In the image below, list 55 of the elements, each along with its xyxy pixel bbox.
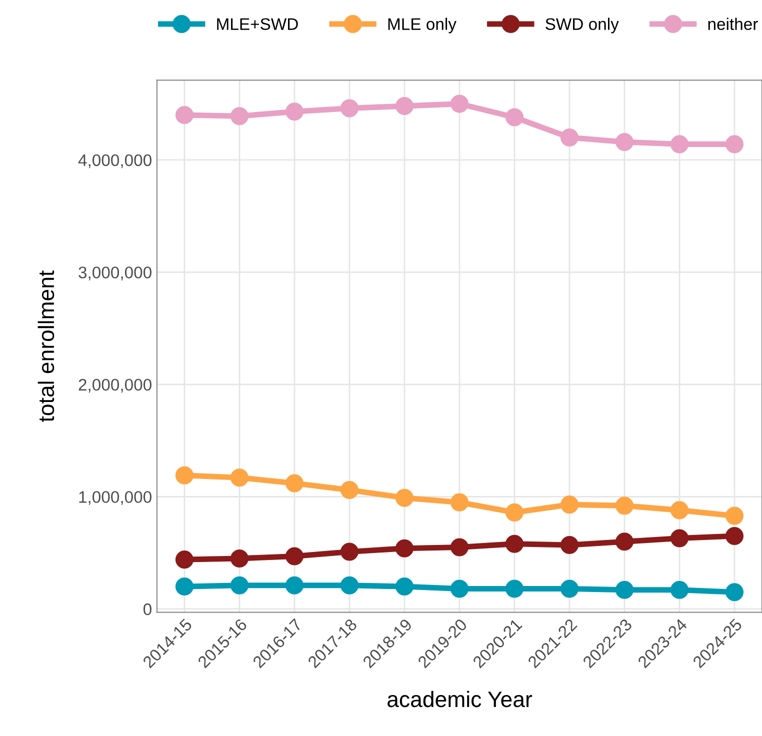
- point: [340, 542, 359, 561]
- y-tick-label: 3,000,000: [78, 266, 152, 280]
- point: [450, 493, 469, 512]
- point: [450, 538, 469, 556]
- point: [230, 107, 249, 126]
- point: [340, 99, 359, 118]
- point: [395, 539, 414, 558]
- point: [670, 135, 689, 154]
- point: [725, 506, 744, 525]
- point: [395, 488, 414, 507]
- point: [505, 503, 524, 522]
- point: [175, 578, 194, 596]
- y-tick-label: 4,000,000: [78, 154, 152, 168]
- x-axis-title: academic Year: [388, 690, 532, 708]
- point: [285, 474, 304, 492]
- point: [725, 583, 744, 602]
- point: [285, 102, 304, 121]
- point: [560, 536, 579, 554]
- point: [340, 480, 359, 500]
- point: [615, 532, 634, 551]
- point: [340, 576, 359, 594]
- point: [230, 549, 249, 568]
- point: [395, 97, 414, 116]
- y-tick-label: 1,000,000: [79, 491, 152, 505]
- point: [175, 466, 194, 484]
- legend-label: SWD only: [546, 18, 619, 34]
- point: [450, 94, 469, 113]
- legend-label: MLE+SWD: [217, 18, 298, 30]
- point: [175, 550, 194, 569]
- point: [615, 496, 634, 515]
- point: [560, 580, 579, 598]
- point: [230, 468, 249, 487]
- point: [560, 128, 579, 147]
- point: [725, 526, 744, 546]
- y-tick-label: 0: [143, 603, 152, 616]
- point: [505, 580, 524, 598]
- point: [670, 580, 689, 599]
- point: [285, 547, 304, 566]
- point: [505, 534, 524, 553]
- point: [670, 529, 689, 548]
- point: [395, 578, 414, 596]
- point: [230, 576, 249, 594]
- point: [615, 580, 634, 599]
- point: [175, 106, 194, 124]
- legend-label: MLE only: [388, 18, 456, 34]
- point: [450, 580, 469, 598]
- point: [725, 135, 744, 154]
- y-axis-title: total enrollment: [38, 270, 54, 422]
- point: [285, 576, 304, 594]
- point: [505, 108, 524, 126]
- y-tick-label: 2,000,000: [78, 378, 152, 393]
- point: [670, 501, 689, 520]
- point: [615, 132, 634, 151]
- legend-label: neither: [708, 18, 758, 30]
- point: [560, 496, 579, 514]
